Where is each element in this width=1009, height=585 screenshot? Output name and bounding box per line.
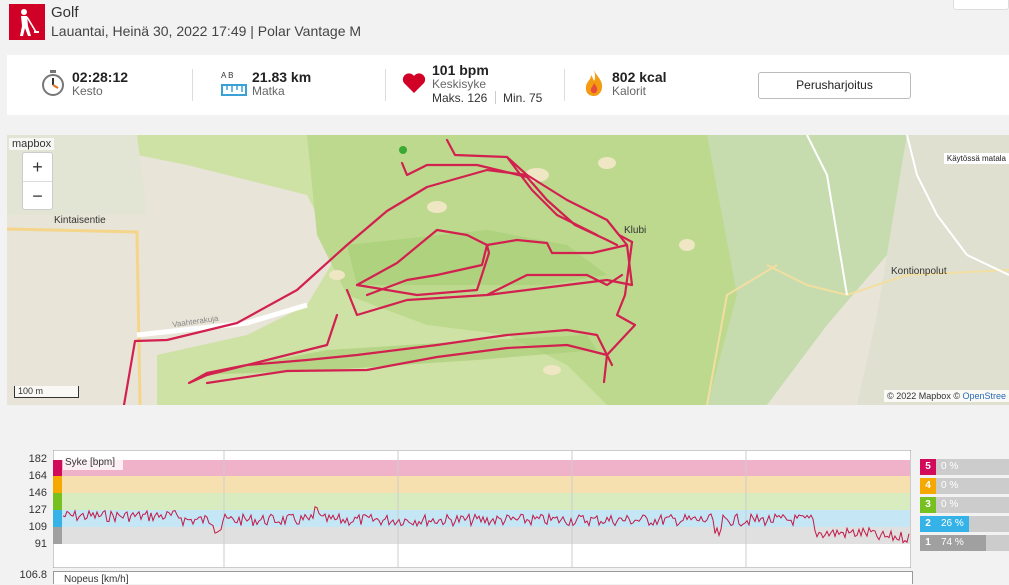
zoom-in-button[interactable]: +	[23, 153, 52, 182]
heart-rate-value: 101 bpm	[432, 62, 489, 78]
workout-header: Golf Lauantai, Heinä 30, 2022 17:49 | Po…	[0, 0, 1009, 46]
zone-2-percent: 2 26 %	[920, 516, 1009, 532]
speed-chart: Nopeus [km/h]	[53, 571, 913, 585]
distance-metric: A B 21.83 km Matka	[221, 55, 381, 115]
route-map[interactable]: mapbox + − Käytössä matala Kintaisentie …	[7, 135, 1009, 405]
zoom-out-button[interactable]: −	[32, 186, 43, 206]
map-label-klubi: Klubi	[624, 225, 647, 236]
divider	[385, 69, 386, 101]
duration-label: Kesto	[72, 84, 103, 98]
zone-1-percent: 1 74 %	[920, 535, 1009, 551]
distance-value: 21.83 km	[252, 69, 312, 85]
heart-rate-min: Min. 75	[503, 91, 543, 105]
map-label-kontionpolut: Kontionpolut	[891, 266, 947, 277]
ab-label: A B	[221, 71, 234, 80]
map-attribution: © 2022 Mapbox © OpenStree	[884, 390, 1009, 402]
heart-icon	[402, 73, 426, 93]
calories-metric: 802 kcal Kalorit	[583, 55, 723, 115]
ruler-icon	[221, 84, 247, 96]
summary-panel: 02:28:12 Kesto A B 21.83 km Matka 101 bp…	[7, 55, 1009, 115]
openstreetmap-link[interactable]: OpenStree	[962, 391, 1006, 401]
golfer-icon	[9, 4, 45, 40]
divider	[495, 91, 496, 104]
map-canvas	[7, 135, 1009, 405]
map-label-kintaisentie: Kintaisentie	[54, 215, 106, 226]
heart-rate-metric: 101 bpm Keskisyke Maks. 126 Min. 75	[402, 55, 562, 115]
duration-metric: 02:28:12 Kesto	[41, 55, 191, 115]
map-scale: 100 m	[14, 386, 79, 398]
y-tick: 91	[34, 538, 47, 550]
heart-rate-label: Keskisyke	[432, 77, 487, 91]
y-tick: 146	[28, 487, 47, 499]
series-label: Syke [bpm]	[65, 457, 116, 468]
duration-value: 02:28:12	[72, 69, 129, 85]
calories-value: 802 kcal	[612, 69, 667, 85]
stopwatch-icon	[42, 70, 64, 96]
zoom-controls: + −	[22, 152, 53, 210]
y-tick: 164	[28, 470, 47, 482]
hr-plot[interactable]	[53, 450, 911, 568]
workout-subtitle: Lauantai, Heinä 30, 2022 17:49 | Polar V…	[51, 23, 362, 39]
divider	[564, 69, 565, 101]
y-tick: 127	[28, 504, 47, 516]
top-right-control[interactable]	[953, 0, 1009, 10]
y-tick: 109	[28, 521, 47, 533]
start-marker-icon	[399, 146, 407, 154]
map-legend: Käytössä matala	[943, 153, 1009, 164]
flame-icon	[585, 70, 603, 96]
sport-name: Golf	[51, 4, 79, 21]
heart-rate-max: Maks. 126	[432, 91, 488, 105]
training-benefit-button[interactable]: Perusharjoitus	[758, 72, 911, 99]
next-chart-tick: 106.8	[19, 569, 47, 581]
calories-label: Kalorit	[612, 84, 647, 98]
mapbox-logo[interactable]: mapbox	[9, 138, 55, 150]
divider	[192, 69, 193, 101]
y-tick: 182	[28, 453, 47, 465]
distance-label: Matka	[252, 84, 285, 98]
